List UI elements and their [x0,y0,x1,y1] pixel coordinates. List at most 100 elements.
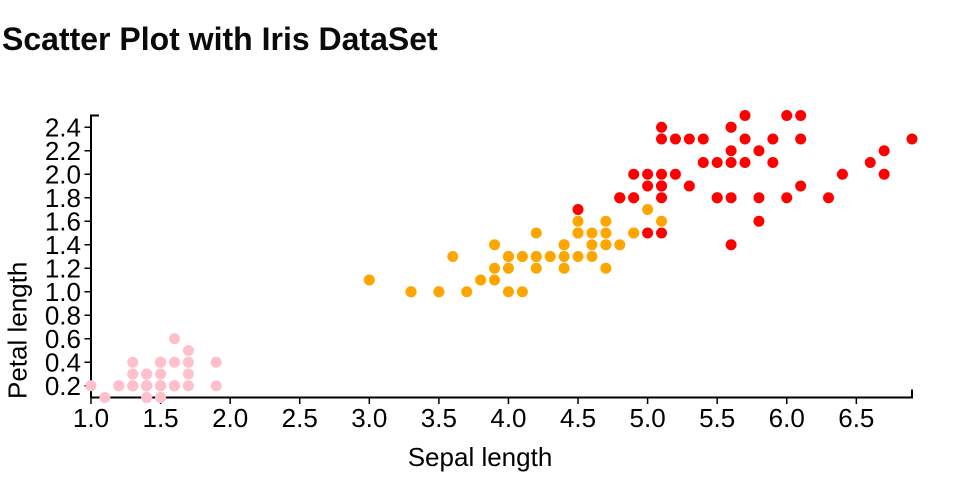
data-point [836,168,848,180]
x-tick-label: 3.0 [351,403,387,433]
data-point [614,192,626,204]
data-point [182,380,194,392]
data-point [739,157,751,168]
data-point [642,227,654,239]
data-point [530,262,542,274]
y-axis-label: Petal length [3,262,33,399]
x-tick-label: 5.0 [630,403,666,433]
data-point [656,168,668,180]
data-point [168,356,180,368]
data-point [628,227,640,239]
x-tick-label: 2.0 [212,403,248,433]
data-point [141,380,153,392]
x-axis-label: Sepal length [408,442,553,472]
y-tick-label: 1.2 [45,253,81,283]
data-point [502,262,514,274]
y-axis-ticks: 0.20.40.60.81.01.21.41.61.82.02.22.4 [45,112,91,401]
data-point [475,274,487,286]
data-point [502,286,514,298]
x-tick-label: 4.5 [560,403,596,433]
x-axis-line [91,389,913,399]
data-point [795,110,807,121]
y-tick-label: 1.6 [45,206,81,236]
data-point [795,133,807,145]
data-point [725,121,737,133]
data-point [155,356,167,368]
data-point [725,145,737,157]
data-point [447,251,459,262]
data-point [795,180,807,192]
data-point [600,227,612,239]
data-point [182,356,194,368]
data-point [614,239,626,251]
data-point [586,239,598,251]
data-point [572,251,584,262]
x-tick-label: 1.0 [73,403,109,433]
data-point [99,392,111,403]
data-point [781,192,793,204]
series-versicolor [363,192,668,298]
data-point [210,380,222,392]
data-point [600,215,612,227]
x-axis-ticks: 1.0 1.5 2.0 2.5 3.0 3.5 4.0 4.5 5.0 5.5 6.0 6.5 [73,397,874,433]
x-tick-label: 6.5 [838,403,874,433]
data-point [516,251,528,262]
data-point [683,133,695,145]
data-point [558,239,570,251]
data-point [405,286,417,298]
x-tick-label: 4.0 [490,403,526,433]
data-point [489,239,501,251]
data-point [711,157,723,168]
data-point [489,262,501,274]
data-point [182,345,194,356]
data-point [864,157,876,168]
data-point [502,251,514,262]
data-point [683,180,695,192]
data-point [628,192,640,204]
data-point [656,227,668,239]
data-point [155,368,167,380]
y-tick-label: 1.4 [45,230,81,260]
data-point [141,392,153,403]
data-point [127,380,139,392]
y-tick-label: 2.0 [45,159,81,189]
y-tick-label: 0.8 [45,300,81,330]
data-point [558,251,570,262]
data-point [711,192,723,204]
x-tick-label: 3.5 [421,403,457,433]
data-point [127,368,139,380]
data-point [725,157,737,168]
series-virginica [572,110,918,251]
chart-title: Scatter Plot with Iris DataSet [2,21,438,57]
data-point [544,251,556,262]
data-point [642,180,654,192]
data-point [781,110,793,121]
data-point [725,192,737,204]
y-tick-label: 0.6 [45,324,81,354]
data-point [461,286,473,298]
data-point [210,356,222,368]
data-point [182,368,194,380]
data-point [363,274,375,286]
data-point [878,145,890,157]
x-tick-label: 6.0 [769,403,805,433]
data-point [530,251,542,262]
data-point [168,333,180,345]
y-tick-label: 2.2 [45,136,81,166]
y-tick-label: 1.8 [45,183,81,213]
data-point [656,215,668,227]
data-points [85,110,918,403]
series-setosa [85,333,222,403]
y-tick-label: 2.4 [45,112,81,142]
data-point [823,192,835,204]
y-tick-label: 0.2 [45,371,81,401]
axes [90,114,913,399]
data-point [753,145,765,157]
data-point [697,133,709,145]
data-point [572,204,584,215]
data-point [168,380,180,392]
data-point [530,227,542,239]
data-point [586,227,598,239]
data-point [642,168,654,180]
